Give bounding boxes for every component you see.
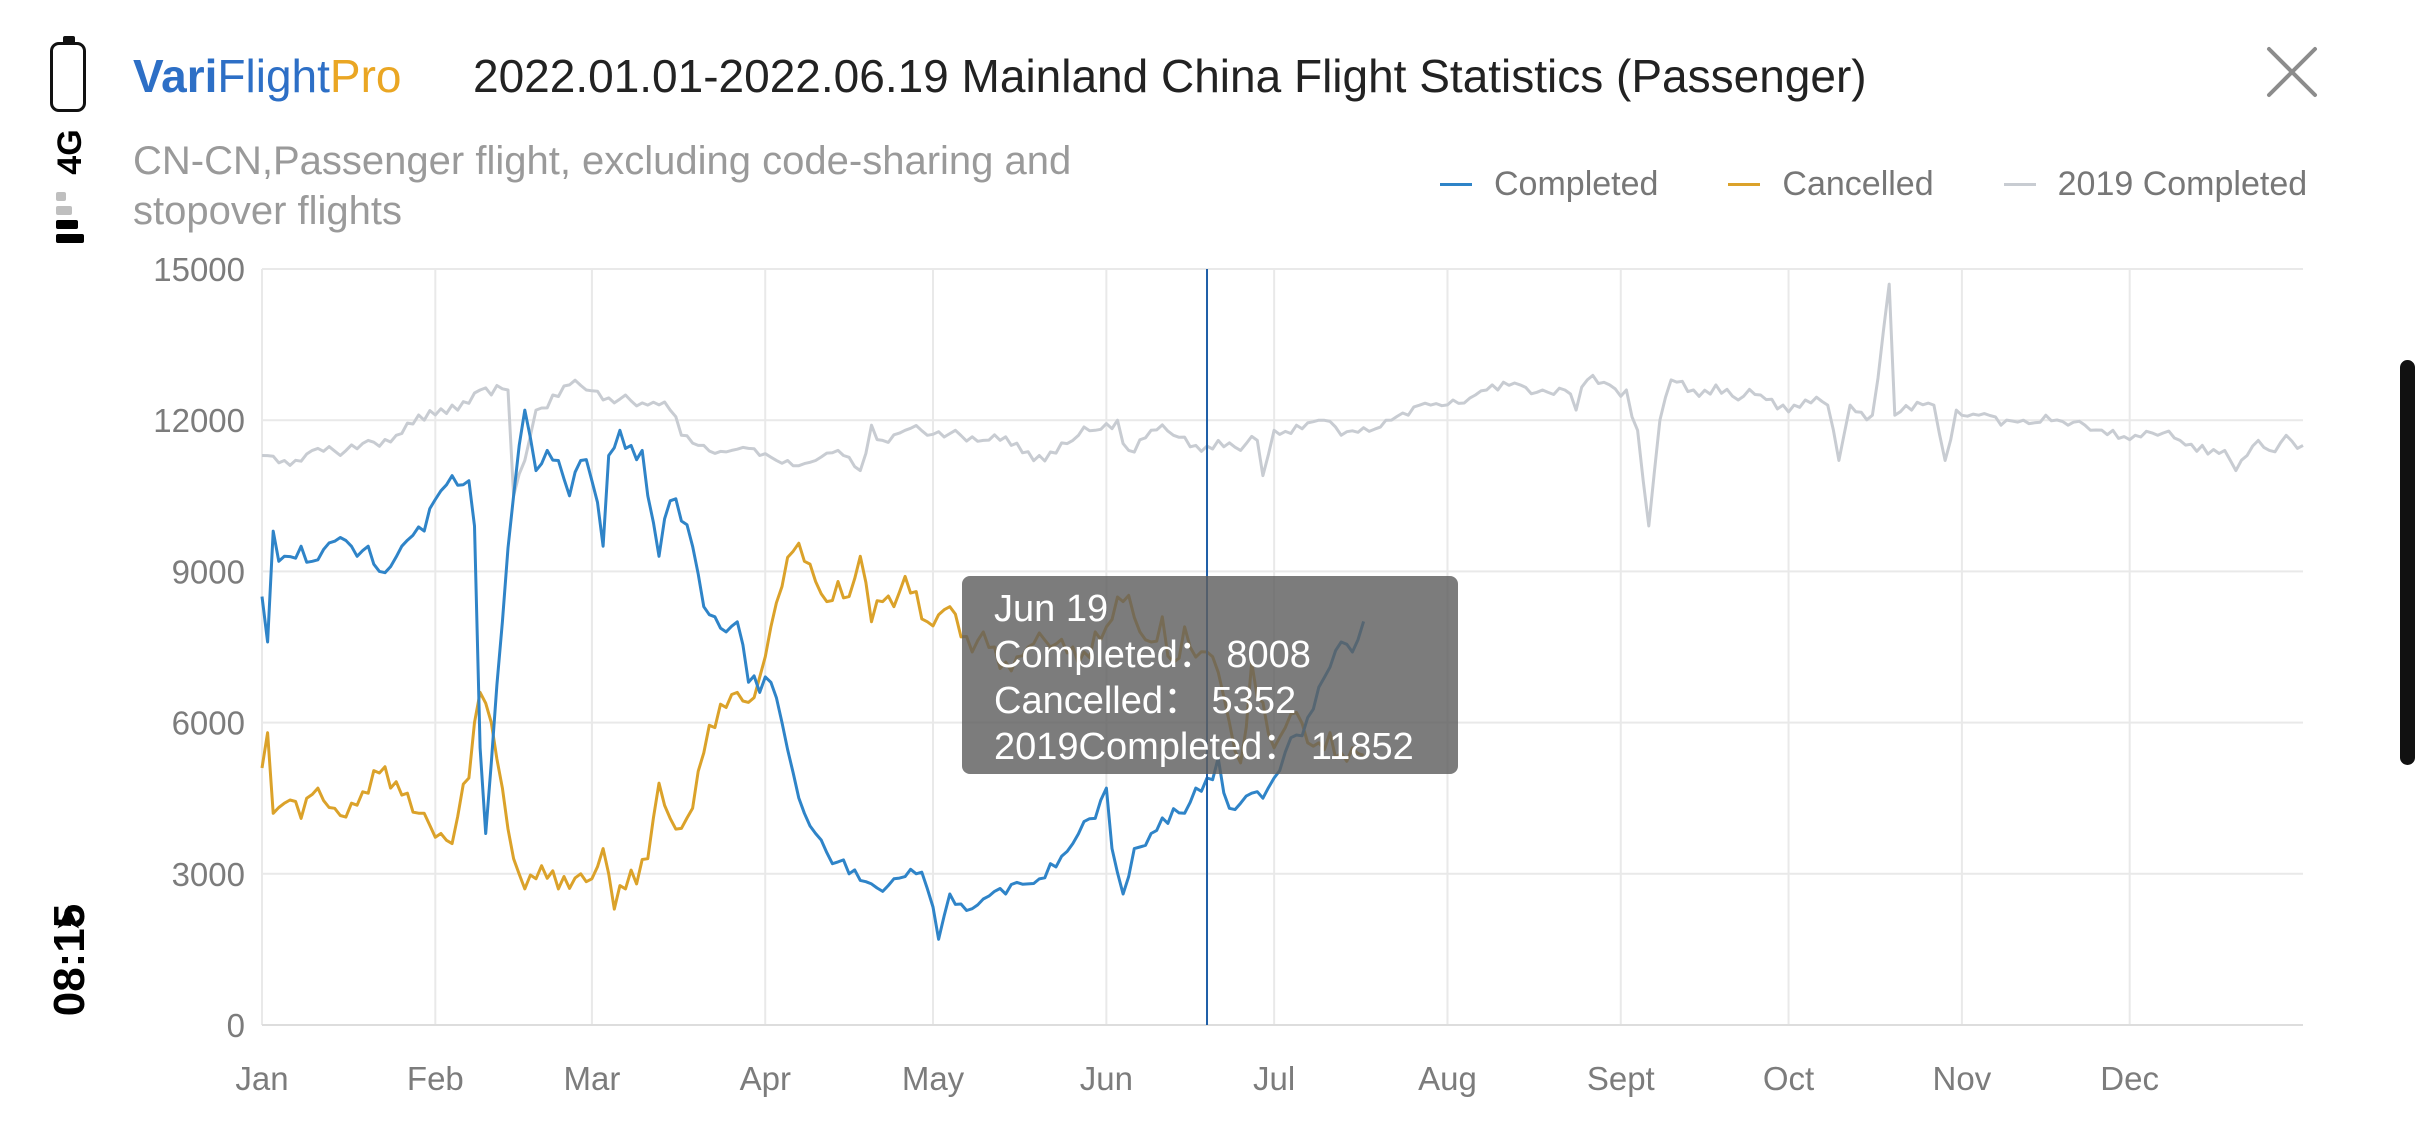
x-tick-label: Dec [2100, 1060, 2159, 1097]
legend-item-cancelled[interactable]: Cancelled [1728, 164, 1934, 204]
x-tick-label: Jan [235, 1060, 288, 1097]
x-tick-label: Jun [1080, 1060, 1133, 1097]
close-button[interactable] [2262, 42, 2322, 102]
legend-swatch-cancelled [1728, 182, 1761, 186]
tooltip-date: Jun 19 [994, 588, 1109, 630]
x-tick-label: Mar [563, 1060, 620, 1097]
legend-swatch-completed [1440, 182, 1472, 186]
x-tick-label: Oct [1763, 1060, 1814, 1097]
legend-item-completed[interactable]: Completed [1440, 165, 1658, 204]
scroll-indicator[interactable] [2400, 360, 2415, 765]
y-tick-label: 12000 [153, 402, 245, 439]
x-tick-label: Sept [1587, 1060, 1655, 1097]
series-line-2019-completed [261, 282, 2304, 528]
y-tick-label: 0 [227, 1007, 245, 1044]
x-tick-label: Jul [1253, 1060, 1295, 1097]
legend-item-2019-completed[interactable]: 2019 Completed [2003, 164, 2308, 204]
chart-legend: Completed Cancelled 2019 Completed [1440, 160, 2307, 208]
y-tick-label: 6000 [172, 705, 245, 742]
x-tick-label: Aug [1418, 1060, 1477, 1097]
y-tick-label: 9000 [172, 553, 245, 590]
legend-swatch-2019-completed [2003, 182, 2036, 186]
legend-label: Cancelled [1782, 164, 1934, 203]
tooltip-completed: Completed： 8008 [994, 634, 1311, 676]
legend-label: 2019 Completed [2057, 164, 2308, 203]
battery-icon [50, 36, 86, 112]
brand-logo: VariFlightPro [133, 50, 402, 102]
x-tick-label: Feb [407, 1060, 464, 1097]
y-tick-label: 3000 [172, 856, 245, 893]
tooltip-2019-completed: 2019Completed： 11852 [994, 726, 1414, 768]
x-tick-label: Nov [1933, 1060, 1992, 1097]
series-line-completed [260, 408, 1366, 941]
tooltip-cancelled: Cancelled： 5352 [994, 680, 1297, 722]
x-tick-label: Apr [740, 1060, 791, 1097]
chart-title: 2022.01.01-2022.06.19 Mainland China Fli… [473, 50, 1867, 102]
close-icon [2267, 47, 2317, 97]
chart-tooltip: Jun 19 Completed： 8008 Cancelled： 5352 2… [962, 576, 1458, 774]
chart-subtitle: CN-CN,Passenger flight, excluding code-s… [133, 139, 1072, 233]
status-bar: 4G ➤ 08:15 [0, 0, 140, 1125]
signal-icon [56, 192, 84, 248]
legend-label: Completed [1494, 164, 1659, 203]
y-tick-label: 15000 [153, 251, 245, 288]
x-tick-label: May [902, 1060, 965, 1097]
